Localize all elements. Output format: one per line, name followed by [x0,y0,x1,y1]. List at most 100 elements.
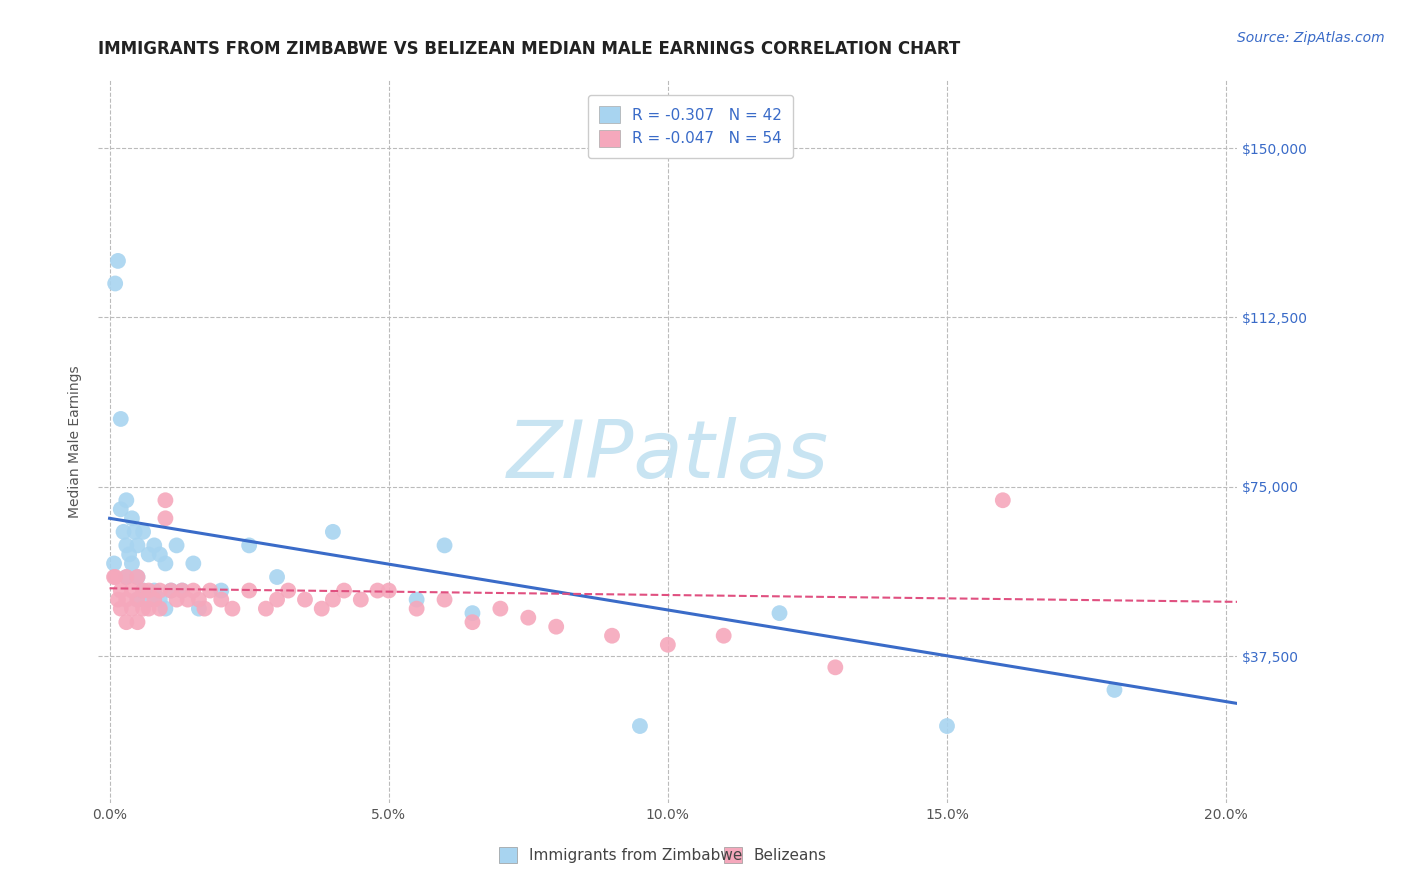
Point [183,557,205,571]
Point [155,493,177,508]
Point [115,615,138,630]
Point [155,601,177,615]
Text: Source: ZipAtlas.com: Source: ZipAtlas.com [1237,31,1385,45]
Point [138,548,160,562]
Point [266,570,288,584]
Point [187,592,209,607]
Point [143,538,166,552]
Point [138,583,160,598]
Point [121,601,143,615]
Point [824,660,846,674]
Point [405,601,427,615]
Y-axis label: Median Male Earnings: Median Male Earnings [69,365,83,518]
Point [461,615,484,630]
Point [155,557,177,571]
Point [600,629,623,643]
Point [110,583,132,598]
Point [127,615,149,630]
Point [166,538,188,552]
Text: ZIPatlas: ZIPatlas [506,417,830,495]
Point [118,548,141,562]
Point [103,570,125,584]
Point [350,592,373,607]
Point [377,583,399,598]
Point [115,570,138,584]
Point [115,570,138,584]
Point [132,583,155,598]
Point [266,592,288,607]
Point [155,511,177,525]
Point [121,583,143,598]
Point [127,592,149,607]
Point [546,620,568,634]
Text: Immigrants from Zimbabwe: Immigrants from Zimbabwe [529,848,742,863]
Point [936,719,959,733]
Point [628,719,651,733]
Point [238,538,260,552]
Point [127,538,149,552]
Point [132,524,155,539]
Point [238,583,260,598]
Point [193,601,215,615]
Point [322,592,344,607]
Point [107,592,129,607]
Point [209,592,232,607]
Point [112,524,135,539]
Point [115,592,138,607]
Point [209,583,232,598]
Point [149,583,172,598]
Point [489,601,512,615]
Bar [724,847,742,863]
Point [322,524,344,539]
Point [132,583,155,598]
Point [160,583,183,598]
Point [294,592,316,607]
Point [127,570,149,584]
Point [172,583,194,598]
Point [657,638,679,652]
Point [461,606,484,620]
Point [311,601,333,615]
Point [166,592,188,607]
Point [127,592,149,607]
Point [333,583,356,598]
Point [198,583,221,598]
Point [138,601,160,615]
Point [104,277,127,291]
Point [107,253,129,268]
Point [1104,682,1126,697]
Point [138,592,160,607]
Bar [499,847,517,863]
Point [517,610,540,624]
Point [433,538,456,552]
Point [110,412,132,426]
Point [121,557,143,571]
Point [110,502,132,516]
Point [149,592,172,607]
Point [433,592,456,607]
Point [277,583,299,598]
Point [143,592,166,607]
Point [405,592,427,607]
Point [127,570,149,584]
Point [149,548,172,562]
Point [367,583,389,598]
Point [713,629,735,643]
Point [177,592,200,607]
Point [115,538,138,552]
Point [768,606,790,620]
Point [103,557,125,571]
Point [115,493,138,508]
Point [183,583,205,598]
Point [254,601,277,615]
Point [991,493,1014,508]
Point [132,601,155,615]
Point [160,583,183,598]
Text: IMMIGRANTS FROM ZIMBABWE VS BELIZEAN MEDIAN MALE EARNINGS CORRELATION CHART: IMMIGRANTS FROM ZIMBABWE VS BELIZEAN MED… [98,40,960,58]
Point [104,570,127,584]
Point [172,583,194,598]
Point [187,601,209,615]
Point [110,601,132,615]
Point [149,601,172,615]
Point [221,601,243,615]
